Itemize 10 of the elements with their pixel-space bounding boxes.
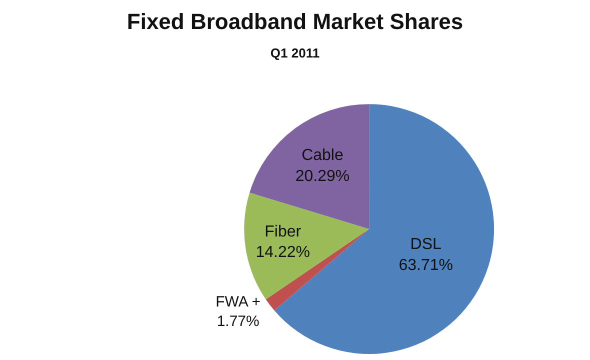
chart-subtitle: Q1 2011 xyxy=(270,45,320,60)
slice-label: DSL xyxy=(410,236,442,254)
data-label: 1.77% xyxy=(216,312,260,330)
data-label: 63.71% xyxy=(398,257,453,274)
slice-label: FWA + xyxy=(216,293,261,310)
slice-label: Cable xyxy=(302,147,344,164)
slice-label: Fiber xyxy=(264,223,302,240)
chart-title: Fixed Broadband Market Shares xyxy=(126,8,464,34)
data-label: 14.22% xyxy=(256,244,310,262)
data-label: 20.29% xyxy=(295,168,350,185)
